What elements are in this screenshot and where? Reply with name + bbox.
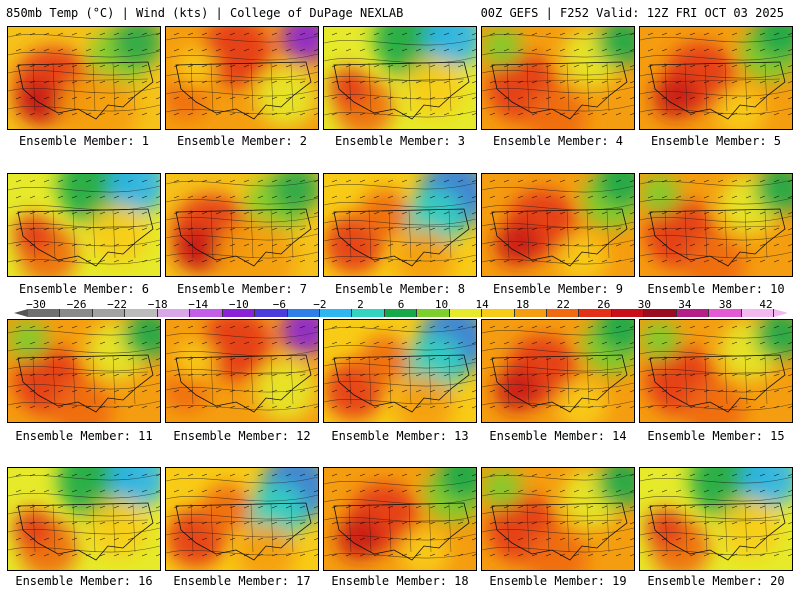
ensemble-member-label: Ensemble Member: 4 [492,134,624,148]
colorbar-swatch [676,309,710,317]
colorbar-swatch [28,309,61,317]
ensemble-member-label: Ensemble Member: 6 [18,282,150,296]
colorbar-swatch [644,309,677,317]
ensemble-member-label: Ensemble Member: 18 [331,574,469,588]
ensemble-map-panel [165,173,319,277]
ensemble-map-panel [639,319,793,423]
colorbar-strip [28,309,775,317]
colorbar-tick-label: 34 [678,298,692,311]
colorbar-tick-label: 42 [759,298,773,311]
colorbar-swatch [417,309,450,317]
ensemble-map-panel [165,319,319,423]
temperature-colorbar: −30 −26 −22 −18 −14 −10 −6 −2 2 6 10 14 18 22 26 30 34 38… [14,298,788,320]
colorbar-swatch [222,309,256,317]
colorbar-swatch [92,309,126,317]
colorbar-swatch [352,309,385,317]
colorbar-tick-label: −22 [107,298,128,311]
colorbar-tick-label: 2 [357,298,364,311]
ensemble-member-label: Ensemble Member: 11 [15,429,153,443]
colorbar-swatch [190,309,223,317]
ensemble-member-label: Ensemble Member: 7 [176,282,308,296]
run-valid-time: 00Z GEFS | F252 Valid: 12Z FRI OCT 03 20… [480,6,784,20]
ensemble-map-panel [639,26,793,130]
colorbar-tick-label: −2 [313,298,327,311]
colorbar-swatch [514,309,547,317]
colorbar-tick-label: 22 [556,298,570,311]
colorbar-swatch [125,309,158,317]
colorbar-tick-label: 30 [637,298,651,311]
colorbar-tick-label: −18 [147,298,168,311]
ensemble-member-label: Ensemble Member: 19 [489,574,627,588]
colorbar-tick-label: 26 [597,298,611,311]
colorbar-tick-label: −14 [188,298,209,311]
ensemble-map-panel [323,26,477,130]
ensemble-map-panel [481,467,635,571]
colorbar-tick-label: −26 [66,298,87,311]
ensemble-map-panel [7,173,161,277]
ensemble-member-label: Ensemble Member: 9 [492,282,624,296]
colorbar-swatch [482,309,515,317]
ensemble-member-label: Ensemble Member: 1 [18,134,150,148]
ensemble-member-label: Ensemble Member: 16 [15,574,153,588]
ensemble-member-label: Ensemble Member: 8 [334,282,466,296]
ensemble-member-label: Ensemble Member: 15 [647,429,785,443]
colorbar-swatch [611,309,645,317]
colorbar-swatch [449,309,483,317]
colorbar-tick-label: −10 [228,298,249,311]
colorbar-tick-label: −30 [26,298,46,311]
ensemble-map-panel [7,26,161,130]
ensemble-map-panel [639,467,793,571]
ensemble-map-panel [323,173,477,277]
ensemble-map-panel [165,467,319,571]
colorbar-swatch [287,309,320,317]
colorbar-swatch [547,309,580,317]
ensemble-member-label: Ensemble Member: 20 [647,574,785,588]
ensemble-member-label: Ensemble Member: 17 [173,574,311,588]
colorbar-tick-label: −6 [272,298,286,311]
ensemble-member-label: Ensemble Member: 2 [176,134,308,148]
ensemble-map-panel [639,173,793,277]
ensemble-map-panel [7,319,161,423]
ensemble-member-label: Ensemble Member: 14 [489,429,627,443]
colorbar-tick-label: 6 [397,298,405,311]
map-title: 850mb Temp (°C) | Wind (kts) | College o… [6,6,404,20]
colorbar-tick-label: 38 [718,298,733,311]
ensemble-map-panel [323,467,477,571]
colorbar-tick-label: 14 [475,298,489,311]
ensemble-member-label: Ensemble Member: 13 [331,429,469,443]
ensemble-member-label: Ensemble Member: 5 [650,134,782,148]
colorbar-tick-label: 18 [516,298,530,311]
colorbar-swatch [384,309,418,317]
colorbar-swatch [157,309,191,317]
colorbar-swatch [579,309,612,317]
ensemble-map-panel [481,26,635,130]
ensemble-map-panel [7,467,161,571]
colorbar-swatch [60,309,93,317]
ensemble-member-label: Ensemble Member: 3 [334,134,466,148]
colorbar-swatch [319,309,353,317]
colorbar-tick-label: 10 [434,298,449,311]
colorbar-swatch [255,309,288,317]
ensemble-map-panel [481,173,635,277]
ensemble-map-panel [323,319,477,423]
colorbar-max-arrow [774,309,788,317]
ensemble-map-panel [481,319,635,423]
ensemble-member-label: Ensemble Member: 12 [173,429,311,443]
ensemble-member-label: Ensemble Member: 10 [647,282,785,296]
colorbar-swatch [709,309,742,317]
colorbar-swatch [741,309,775,317]
ensemble-map-panel [165,26,319,130]
colorbar-min-arrow [14,309,28,317]
